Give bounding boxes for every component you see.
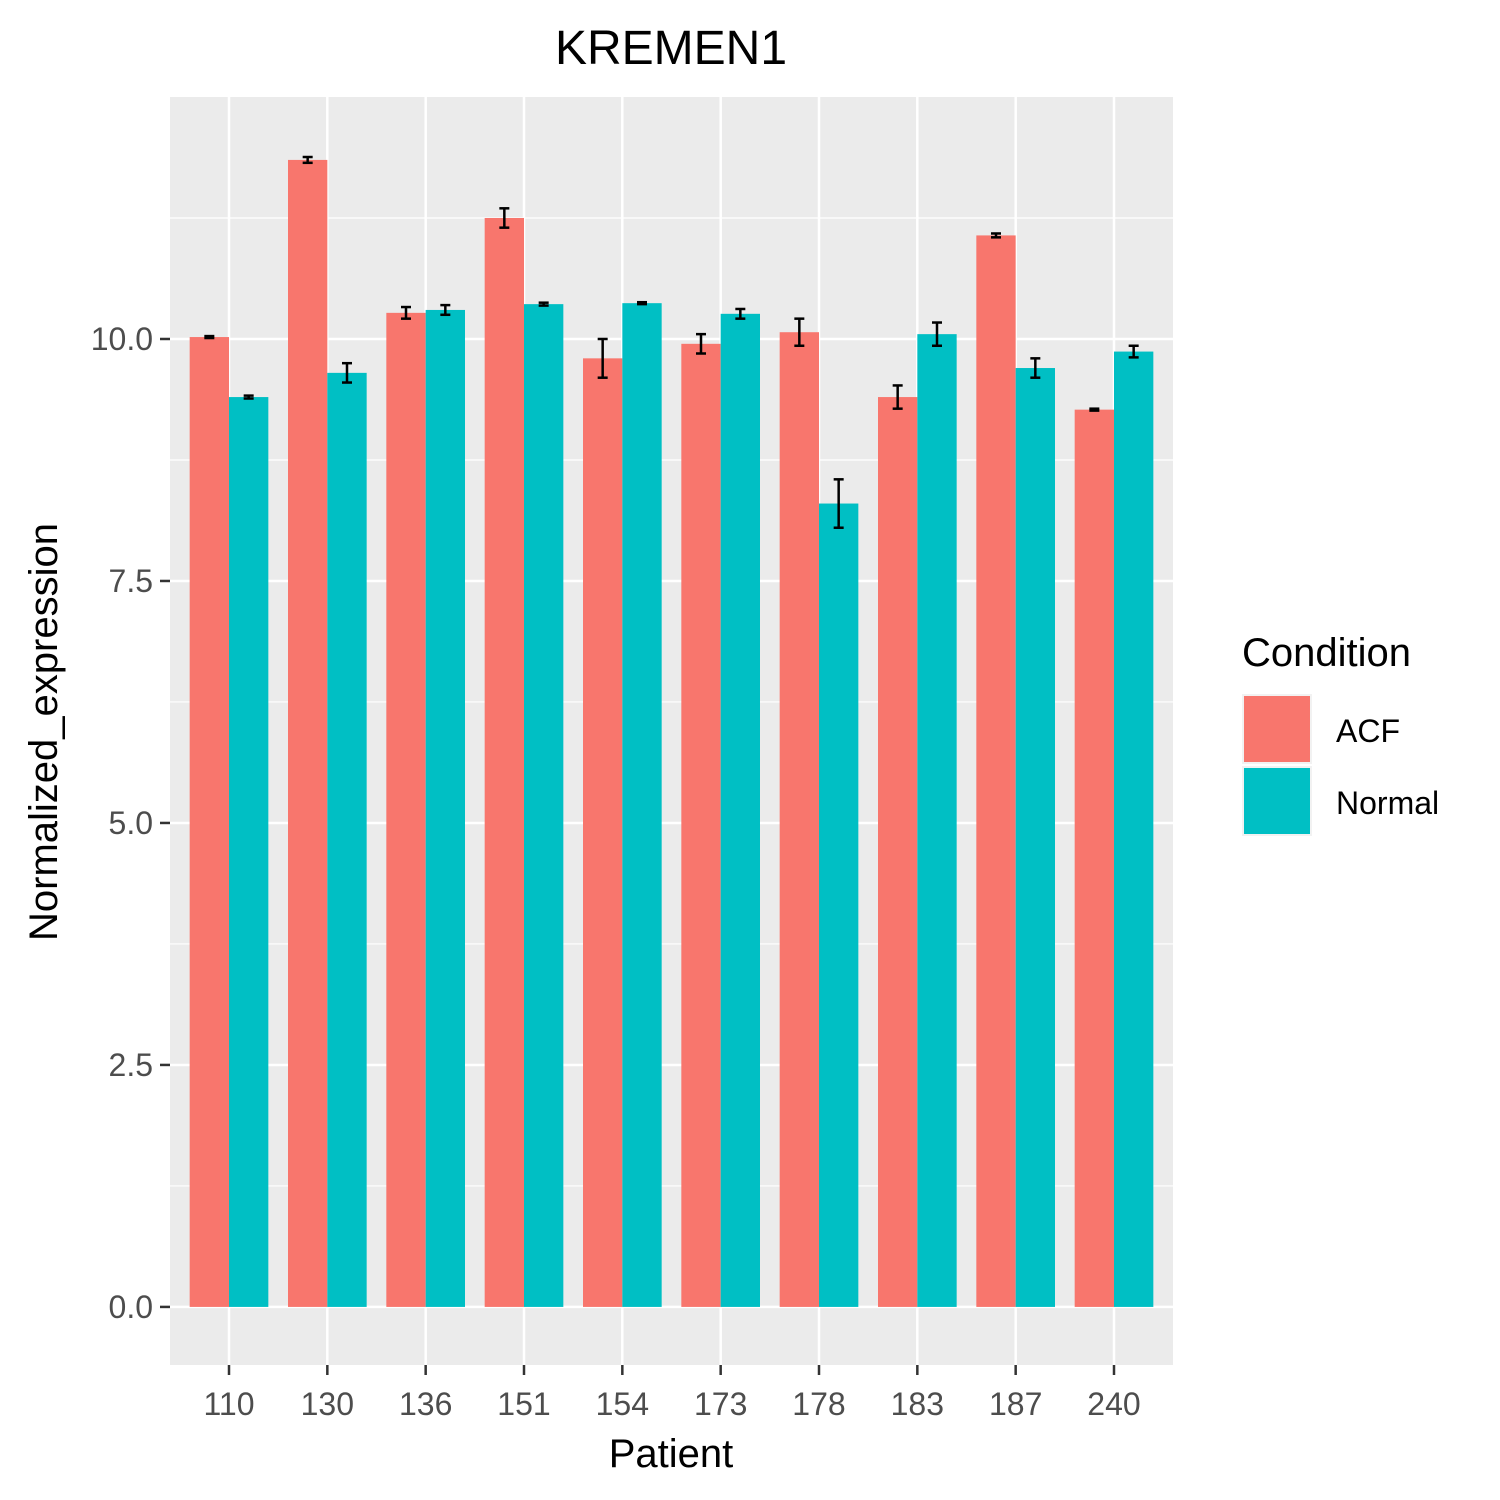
error-bar-acf-183 bbox=[892, 384, 903, 410]
bar-normal-173 bbox=[720, 313, 760, 1307]
bar-normal-110 bbox=[229, 397, 269, 1307]
error-bar-normal-110 bbox=[243, 394, 254, 400]
error-bar-acf-130 bbox=[302, 155, 313, 165]
bar-acf-136 bbox=[386, 312, 426, 1307]
bar-normal-178 bbox=[819, 503, 859, 1307]
bar-normal-154 bbox=[622, 303, 662, 1307]
error-bar-normal-240 bbox=[1128, 344, 1139, 359]
plot-panel bbox=[170, 97, 1173, 1365]
bar-acf-187 bbox=[976, 235, 1016, 1307]
error-bar-acf-240 bbox=[1089, 407, 1100, 412]
x-tick-label: 187 bbox=[989, 1386, 1042, 1422]
y-tick-label: 7.5 bbox=[109, 563, 153, 599]
error-bar-acf-187 bbox=[991, 232, 1001, 239]
error-bar-normal-136 bbox=[440, 303, 451, 317]
error-bar-normal-154 bbox=[637, 300, 647, 306]
legend-label-acf: ACF bbox=[1336, 713, 1400, 749]
y-axis-title: Normalized_expression bbox=[22, 523, 66, 941]
bar-acf-110 bbox=[189, 337, 229, 1307]
error-bar-acf-178 bbox=[794, 317, 805, 348]
y-tick-label: 0.0 bbox=[109, 1289, 153, 1325]
x-tick-label: 136 bbox=[399, 1386, 452, 1422]
bar-normal-136 bbox=[425, 309, 465, 1307]
x-axis-title: Patient bbox=[609, 1432, 734, 1476]
error-bar-acf-173 bbox=[696, 332, 706, 355]
bar-acf-130 bbox=[288, 159, 328, 1307]
bar-normal-187 bbox=[1015, 368, 1055, 1307]
bar-acf-178 bbox=[779, 332, 819, 1307]
legend-key-normal bbox=[1244, 768, 1310, 834]
error-bar-acf-154 bbox=[597, 337, 608, 379]
legend: Condition ACF Normal bbox=[1242, 631, 1439, 836]
bar-normal-183 bbox=[917, 334, 957, 1307]
error-bar-acf-136 bbox=[401, 305, 411, 320]
x-tick-label: 183 bbox=[891, 1386, 944, 1422]
x-tick-label: 173 bbox=[694, 1386, 747, 1422]
bar-acf-154 bbox=[583, 358, 623, 1307]
x-tick-label: 110 bbox=[203, 1386, 254, 1422]
x-tick-label: 154 bbox=[596, 1386, 649, 1422]
y-tick-label: 5.0 bbox=[109, 805, 153, 841]
error-bar-normal-173 bbox=[735, 307, 746, 320]
bar-normal-240 bbox=[1114, 351, 1154, 1307]
error-bar-normal-151 bbox=[538, 301, 549, 307]
x-tick-label: 151 bbox=[497, 1386, 550, 1422]
legend-title: Condition bbox=[1242, 631, 1411, 675]
error-bar-normal-130 bbox=[342, 361, 352, 384]
y-tick-label: 10.0 bbox=[91, 321, 153, 357]
x-tick-label: 130 bbox=[301, 1386, 354, 1422]
y-tick-label: 2.5 bbox=[109, 1047, 153, 1083]
bar-acf-240 bbox=[1074, 409, 1114, 1307]
bar-acf-151 bbox=[484, 217, 524, 1307]
bar-normal-130 bbox=[327, 372, 367, 1307]
chart-title: KREMEN1 bbox=[555, 22, 787, 75]
error-bar-normal-178 bbox=[833, 478, 844, 529]
legend-label-normal: Normal bbox=[1336, 785, 1439, 821]
error-bar-normal-183 bbox=[932, 321, 942, 348]
bar-acf-183 bbox=[878, 397, 918, 1307]
legend-key-acf bbox=[1244, 696, 1310, 762]
x-tick-label: 178 bbox=[792, 1386, 845, 1422]
error-bar-acf-151 bbox=[499, 207, 510, 229]
bar-acf-173 bbox=[681, 343, 721, 1307]
x-tick-label: 240 bbox=[1087, 1386, 1140, 1422]
error-bar-normal-187 bbox=[1030, 357, 1041, 379]
bar-normal-151 bbox=[524, 304, 564, 1307]
error-bar-acf-110 bbox=[204, 334, 215, 340]
